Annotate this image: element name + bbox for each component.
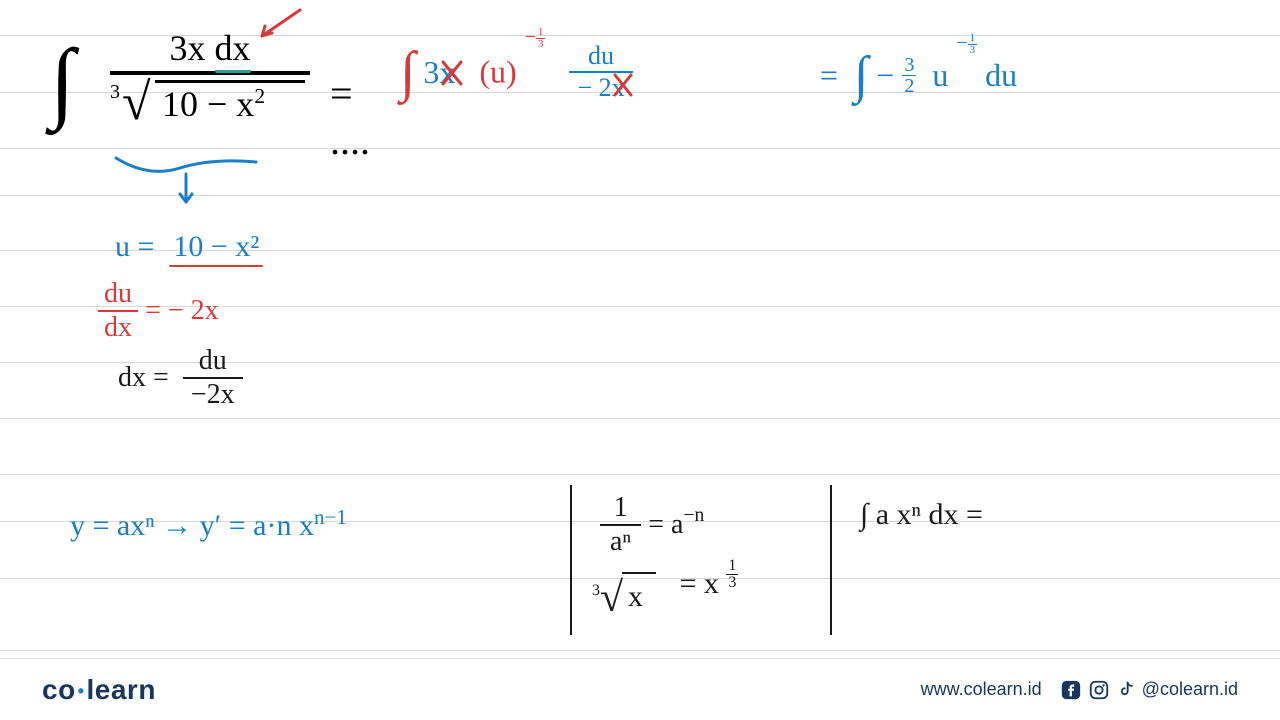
instagram-icon	[1088, 679, 1110, 701]
denominator: 3 √ 10 − x2	[110, 75, 310, 135]
brand-logo: co•learn	[42, 674, 156, 706]
root-rule: 3 √ x = x 13	[592, 565, 738, 601]
footer-url: www.colearn.id	[921, 679, 1042, 700]
integral-rule: ∫ a xⁿ dx =	[860, 498, 983, 532]
tiktok-icon	[1116, 679, 1136, 701]
red-arrow-to-dx	[250, 6, 310, 46]
social-icons: @colearn.id	[1060, 679, 1238, 701]
du-dx: du dx = − 2x	[98, 278, 219, 344]
footer: co•learn www.colearn.id @colearn.id	[0, 658, 1280, 720]
dx-solve: dx = du −2x	[118, 345, 243, 411]
u-def: u = 10 − x²	[115, 230, 263, 264]
divider-1	[570, 485, 572, 635]
facebook-icon	[1060, 679, 1082, 701]
reciprocal-rule: 1 aⁿ = a−n	[600, 492, 704, 558]
equals-dots: = ....	[330, 70, 370, 164]
social-handle: @colearn.id	[1142, 679, 1238, 700]
power-rule: y = axⁿ → y′ = a·n xn−1	[70, 505, 347, 543]
blue-brace-arrow	[108, 150, 268, 220]
subst-integral-1: ∫ 3x (u) −13 du − 2x	[400, 40, 633, 104]
divider-2	[830, 485, 832, 635]
subst-integral-2: = ∫ − 32 u −13 du	[820, 46, 1017, 105]
